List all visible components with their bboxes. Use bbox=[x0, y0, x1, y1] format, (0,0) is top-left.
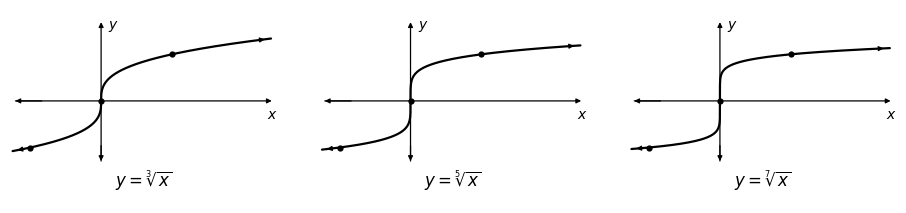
Text: $y = \sqrt[7]{x}$: $y = \sqrt[7]{x}$ bbox=[734, 169, 791, 193]
Text: $x$: $x$ bbox=[576, 108, 587, 122]
Text: $y$: $y$ bbox=[108, 19, 119, 34]
Text: $y = \sqrt[3]{x}$: $y = \sqrt[3]{x}$ bbox=[115, 169, 172, 193]
Text: $y = \sqrt[5]{x}$: $y = \sqrt[5]{x}$ bbox=[424, 169, 482, 193]
Text: $x$: $x$ bbox=[267, 108, 278, 122]
Text: $x$: $x$ bbox=[886, 108, 897, 122]
Text: $y$: $y$ bbox=[418, 19, 429, 34]
Text: $y$: $y$ bbox=[727, 19, 737, 34]
